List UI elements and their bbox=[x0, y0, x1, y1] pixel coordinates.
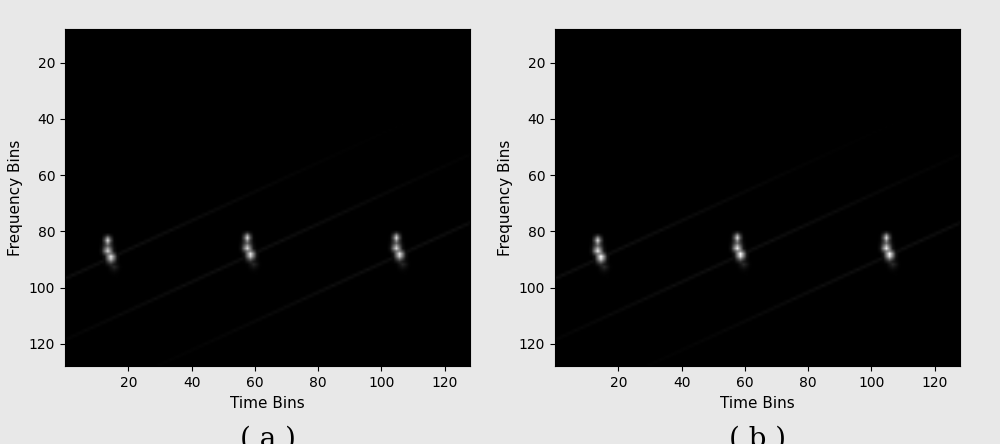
X-axis label: Time Bins: Time Bins bbox=[720, 396, 795, 411]
Y-axis label: Frequency Bins: Frequency Bins bbox=[498, 139, 513, 256]
X-axis label: Time Bins: Time Bins bbox=[230, 396, 305, 411]
Text: ( a ): ( a ) bbox=[240, 425, 296, 444]
Y-axis label: Frequency Bins: Frequency Bins bbox=[8, 139, 23, 256]
Text: ( b ): ( b ) bbox=[729, 425, 786, 444]
